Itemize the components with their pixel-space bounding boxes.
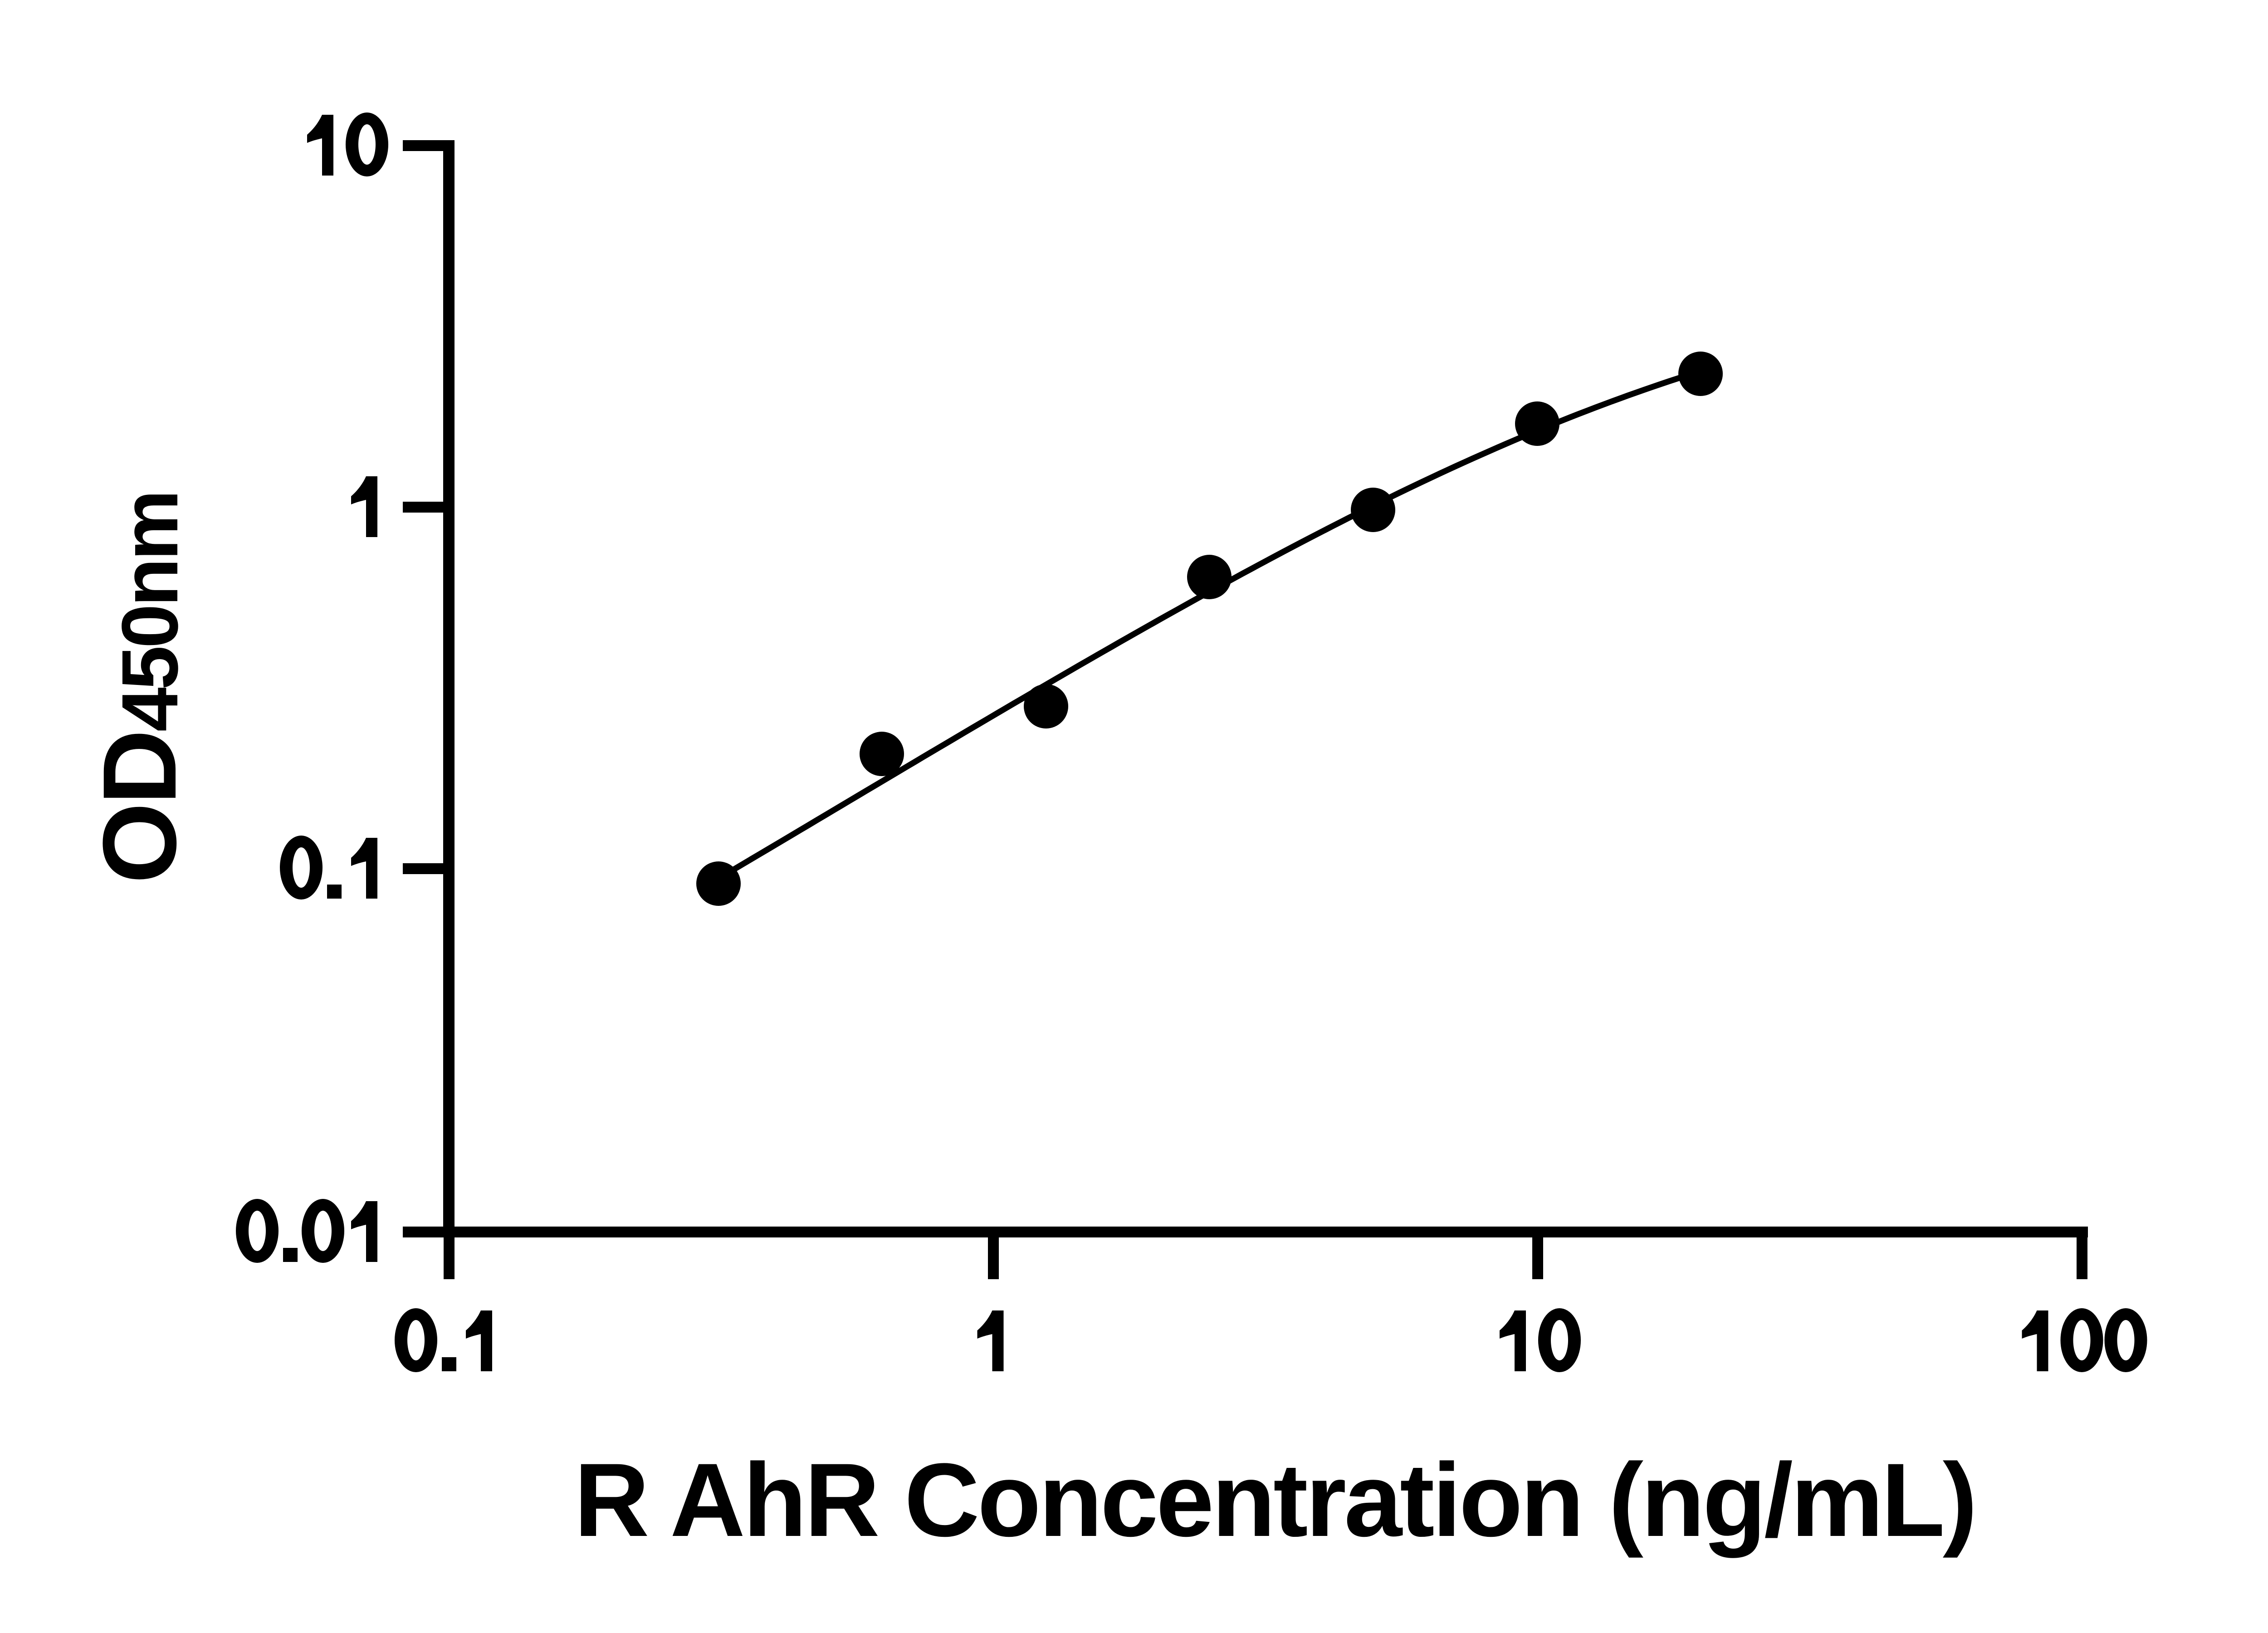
svg-text:R AhR Concentration (ng/mL): R AhR Concentration (ng/mL)	[574, 1442, 1975, 1558]
